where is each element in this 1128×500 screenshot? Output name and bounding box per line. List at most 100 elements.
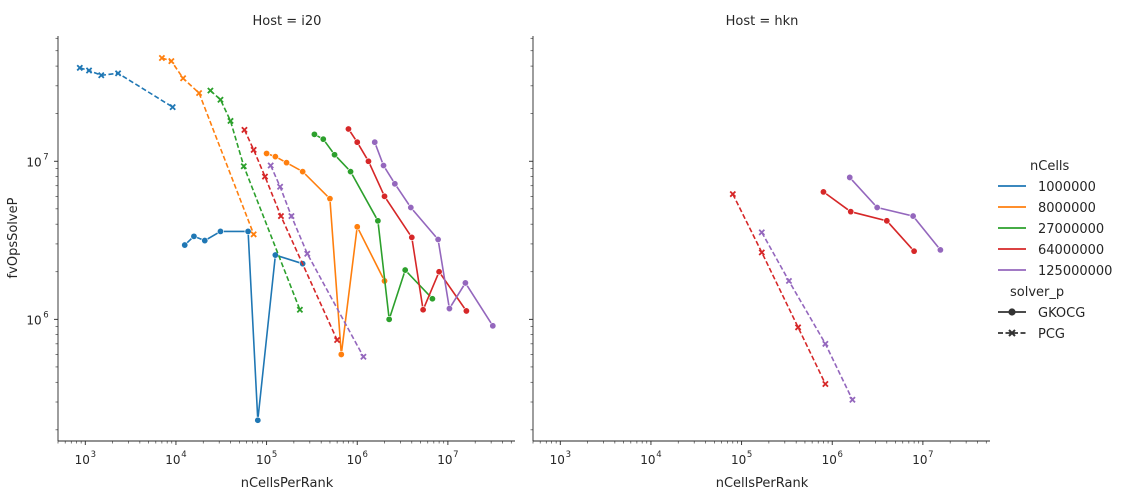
- x-tick-label-hkn: 10: [731, 453, 746, 467]
- x-tick-label-i20: 10: [75, 453, 90, 467]
- x-tick-exponent-i20: 5: [272, 450, 277, 460]
- data-point-marker-x: [98, 72, 105, 79]
- x-tick-label-i20: 10: [256, 453, 271, 467]
- data-point-marker: [364, 157, 372, 165]
- legend-label-27000000: 27000000: [1038, 222, 1104, 237]
- data-point-marker-x: [729, 190, 737, 198]
- series-line-1000000-pcg: [79, 67, 174, 108]
- data-point-marker: [407, 203, 415, 211]
- legend: nCells solver_p 1000000 8000000 27000000 64…: [998, 159, 1112, 342]
- data-point-marker: [847, 208, 855, 216]
- series-line-64000000-pcg: [243, 129, 338, 341]
- data-point-marker-x: [360, 353, 367, 360]
- data-point-marker-x: [267, 162, 274, 169]
- data-point-marker-x: [296, 306, 304, 313]
- data-point-marker: [353, 138, 361, 146]
- data-point-marker: [462, 307, 470, 315]
- data-point-marker: [461, 279, 469, 287]
- legend-label-8000000: 8000000: [1038, 201, 1096, 216]
- series-line-8000000-pcg: [161, 57, 255, 235]
- x-tick-exponent-hkn: 4: [656, 450, 661, 460]
- x-tick-label-hkn: 10: [912, 453, 927, 467]
- x-tick-label-i20: 10: [165, 453, 180, 467]
- data-point-marker-x: [785, 277, 793, 285]
- data-point-marker-x: [179, 75, 187, 82]
- series-line-64000000-gkocg: [347, 128, 468, 313]
- x-tick-exponent-hkn: 6: [838, 450, 843, 460]
- legend-label-pcg: PCG: [1038, 327, 1065, 342]
- data-point-marker-x: [288, 212, 295, 220]
- data-point-marker: [181, 241, 189, 249]
- series-line-8000000-gkocg: [266, 152, 386, 355]
- plot-area-hkn: [729, 173, 944, 403]
- x-tick-exponent-i20: 6: [363, 450, 368, 460]
- legend-label-gkocg: GKOCG: [1038, 306, 1085, 321]
- data-point-marker: [371, 138, 379, 146]
- data-point-marker-x: [250, 231, 257, 238]
- x-tick-label-i20: 10: [347, 453, 362, 467]
- series-line-1000000-gkocg: [184, 230, 303, 421]
- data-point-marker: [319, 135, 327, 143]
- data-point-marker: [385, 315, 393, 323]
- plot-area-i20: [76, 54, 497, 424]
- data-point-marker-x: [304, 250, 311, 257]
- data-point-marker: [326, 195, 334, 203]
- panel-hkn: Host = hkn nCellsPerRank 10 3 10 4 10 5 10 6 10 7: [529, 14, 990, 491]
- y-tick-exponent: 6: [43, 310, 48, 320]
- series-line-125000000-gkocg: [373, 141, 494, 327]
- data-point-marker: [819, 188, 827, 196]
- data-point-marker: [408, 233, 416, 241]
- data-point-marker: [401, 266, 409, 274]
- series-line-64000000-gkocg: [823, 191, 915, 252]
- data-point-marker-x: [758, 249, 766, 256]
- data-point-marker: [910, 247, 918, 255]
- legend-hue-title: nCells: [1030, 159, 1070, 174]
- x-tick-exponent-hkn: 5: [747, 450, 752, 460]
- data-point-marker-x: [114, 70, 122, 77]
- x-axis-label-i20: nCellsPerRank: [241, 476, 334, 491]
- x-tick-exponent-hkn: 3: [566, 450, 571, 460]
- series-line-27000000-pcg: [209, 90, 301, 311]
- data-point-marker-x: [758, 229, 766, 236]
- data-point-marker: [216, 227, 224, 235]
- data-point-marker: [419, 306, 427, 314]
- data-point-marker: [435, 268, 443, 276]
- series-line-125000000-pcg: [761, 232, 854, 401]
- series-line-125000000-pcg: [269, 165, 365, 358]
- x-tick-exponent-i20: 4: [181, 450, 186, 460]
- data-point-marker: [201, 237, 209, 245]
- data-point-marker-x: [207, 87, 214, 94]
- data-point-marker: [391, 180, 399, 188]
- x-tick-label-i20: 10: [437, 453, 452, 467]
- y-tick-exponent: 7: [43, 152, 48, 162]
- panel-title-hkn: Host = hkn: [726, 14, 799, 29]
- data-point-marker-x: [240, 163, 247, 170]
- data-point-marker-x: [168, 57, 175, 65]
- x-tick-label-hkn: 10: [550, 453, 565, 467]
- data-point-marker: [380, 162, 388, 170]
- data-point-marker: [310, 130, 318, 138]
- data-point-marker: [873, 203, 881, 211]
- legend-label-64000000: 64000000: [1038, 243, 1104, 258]
- x-axis-label-hkn: nCellsPerRank: [716, 476, 809, 491]
- data-point-marker: [254, 416, 262, 424]
- data-point-marker-x: [822, 380, 829, 388]
- data-point-marker: [909, 212, 917, 220]
- data-point-marker-x: [227, 117, 234, 125]
- data-point-marker-x: [276, 183, 284, 190]
- legend-style-title: solver_p: [1010, 285, 1064, 300]
- data-point-marker-x: [849, 396, 856, 403]
- data-point-marker: [337, 350, 345, 358]
- legend-marker-circle: [1008, 308, 1016, 316]
- x-tick-exponent-i20: 7: [453, 450, 458, 460]
- data-point-marker: [347, 168, 355, 176]
- data-point-marker: [344, 125, 352, 133]
- data-point-marker: [331, 151, 339, 159]
- data-point-marker-x: [195, 89, 203, 97]
- y-axis-label: fvOpsSolveP: [6, 197, 21, 278]
- data-point-marker: [271, 153, 279, 161]
- data-point-marker-x: [822, 340, 829, 348]
- panel-i20: Host = i20 nCellsPerRank 10 3 10 4 10 5 10 6 10 7…: [26, 14, 515, 491]
- data-point-marker-x: [85, 67, 93, 74]
